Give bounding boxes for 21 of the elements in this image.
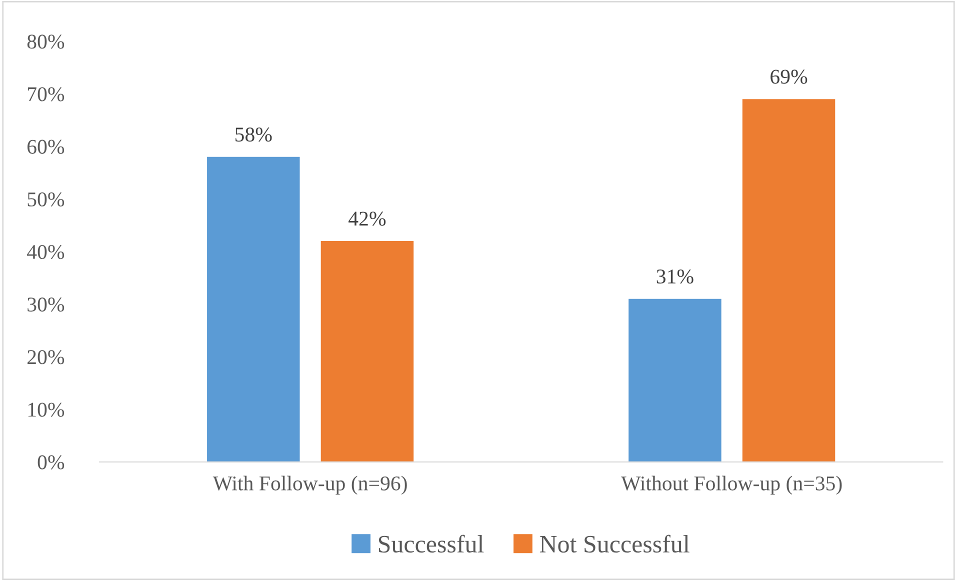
y-tick-label: 20% — [28, 350, 64, 364]
text: 42% — [348, 212, 386, 226]
x-tick-label: Without Follow-up (n=35) — [621, 476, 842, 495]
bar — [320, 241, 414, 462]
y-tick-label: 50% — [28, 192, 64, 206]
y-tick-label: 30% — [28, 298, 64, 312]
bar — [742, 99, 836, 462]
text: 69% — [770, 70, 808, 84]
bar — [628, 298, 722, 462]
text: 31% — [656, 269, 694, 284]
y-tick-label: 80% — [27, 34, 64, 49]
bar — [207, 156, 300, 462]
text: 58% — [236, 128, 272, 142]
x-tick-label: With Follow-up (n=96) — [212, 476, 407, 495]
legend-label: Successful — [378, 534, 484, 553]
y-tick-label: 40% — [27, 244, 64, 260]
y-tick-label: 0% — [38, 455, 64, 470]
y-tick-label: 60% — [28, 140, 64, 154]
y-tick-label: 70% — [28, 87, 64, 102]
legend-label: Not Successful — [540, 534, 690, 553]
y-tick-label: 10% — [28, 402, 64, 417]
